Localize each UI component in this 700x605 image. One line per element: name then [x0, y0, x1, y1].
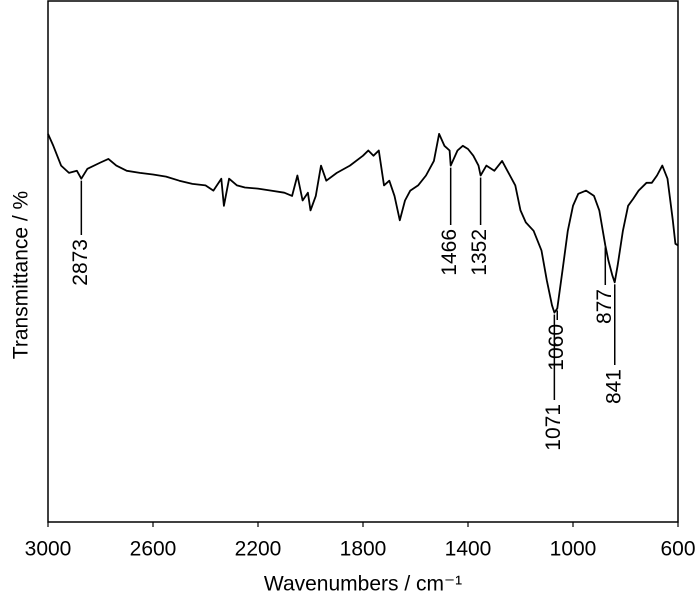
peak-label: 1071 — [542, 404, 565, 451]
peak-label: 877 — [593, 289, 616, 324]
x-tick-label: 2200 — [235, 538, 282, 561]
x-axis-label: Wavenumbers / cm⁻¹ — [264, 573, 462, 596]
peak-label: 841 — [602, 369, 625, 404]
peak-label: 1352 — [468, 229, 491, 276]
peak-label: 1060 — [545, 324, 568, 371]
peak-label: 1466 — [438, 229, 461, 276]
x-tick-label: 1800 — [340, 538, 387, 561]
x-tick-label: 1000 — [550, 538, 597, 561]
x-tick-label: 1400 — [445, 538, 492, 561]
peak-label: 2873 — [69, 239, 92, 286]
spectrum-line — [47, 133, 679, 314]
x-tick-label: 2600 — [130, 538, 177, 561]
x-tick-label: 600 — [660, 538, 695, 561]
y-axis-label: Transmittance / % — [10, 191, 33, 359]
x-tick-label: 3000 — [25, 538, 72, 561]
plot-frame — [47, 0, 679, 523]
